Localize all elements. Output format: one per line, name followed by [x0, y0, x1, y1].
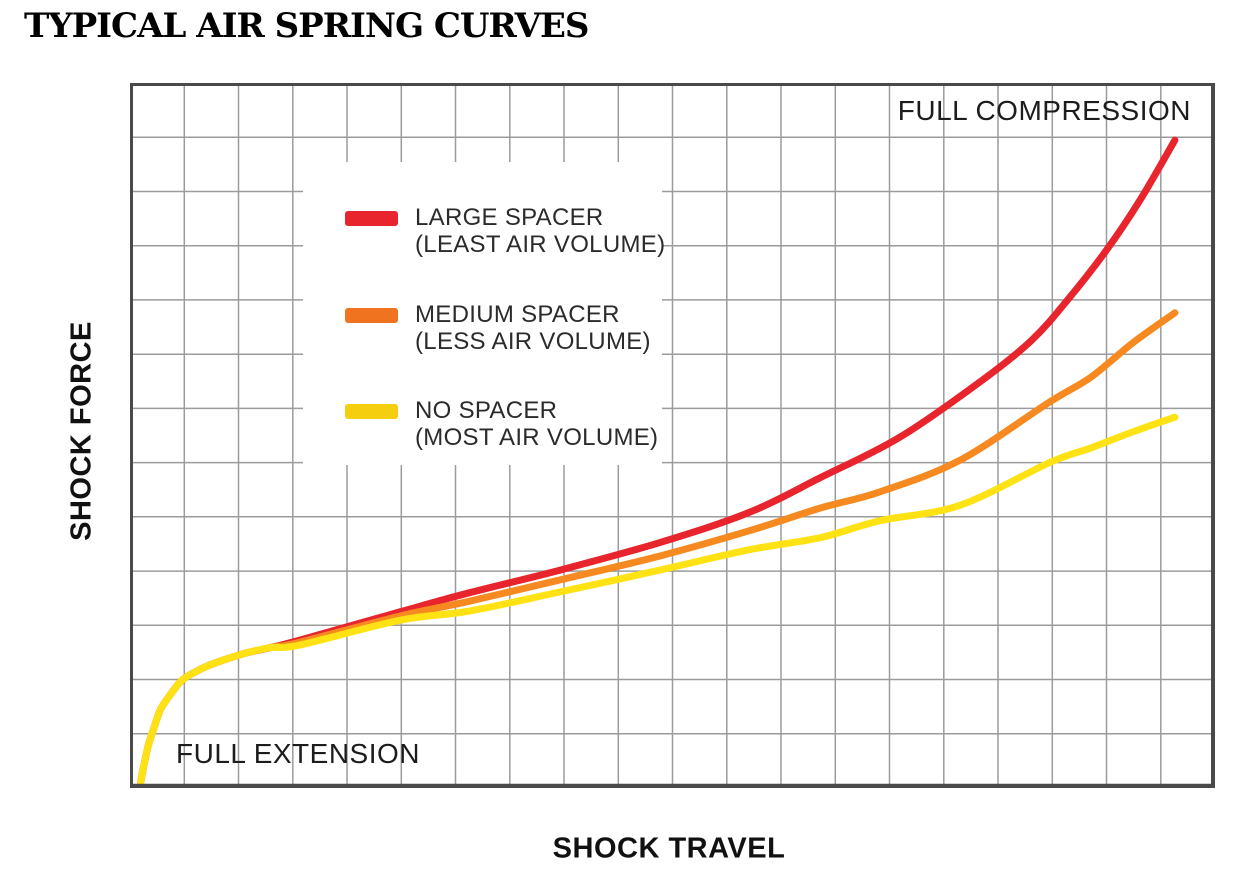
legend-item-large-spacer: LARGE SPACER (LEAST AIR VOLUME)	[345, 204, 665, 258]
legend: LARGE SPACER (LEAST AIR VOLUME) MEDIUM S…	[303, 162, 665, 465]
plot-svg	[130, 83, 1215, 788]
legend-swatch-large-spacer	[345, 211, 398, 226]
x-axis-label: SHOCK TRAVEL	[552, 832, 786, 865]
legend-swatch-no-spacer	[345, 404, 398, 419]
full-compression-label: FULL COMPRESSION	[897, 95, 1191, 126]
legend-item-no-spacer: NO SPACER (MOST AIR VOLUME)	[345, 397, 658, 451]
legend-label-medium-spacer: MEDIUM SPACER	[415, 301, 620, 328]
curve-2	[136, 413, 1179, 788]
full-extension-label: FULL EXTENSION	[176, 738, 421, 769]
chart-title: TYPICAL AIR SPRING CURVES	[24, 6, 589, 46]
legend-sublabel-no-spacer: (MOST AIR VOLUME)	[415, 424, 659, 451]
legend-item-medium-spacer: MEDIUM SPACER (LESS AIR VOLUME)	[345, 301, 651, 355]
y-axis-label: SHOCK FORCE	[65, 321, 98, 541]
legend-label-large-spacer: LARGE SPACER	[415, 204, 604, 231]
legend-sublabel-large-spacer: (LEAST AIR VOLUME)	[415, 231, 666, 258]
legend-swatch-medium-spacer	[345, 308, 398, 323]
legend-sublabel-medium-spacer: (LESS AIR VOLUME)	[415, 328, 651, 355]
legend-label-no-spacer: NO SPACER	[415, 397, 558, 424]
plot-area: FULL COMPRESSION FULL EXTENSION LARGE SP…	[130, 83, 1215, 788]
